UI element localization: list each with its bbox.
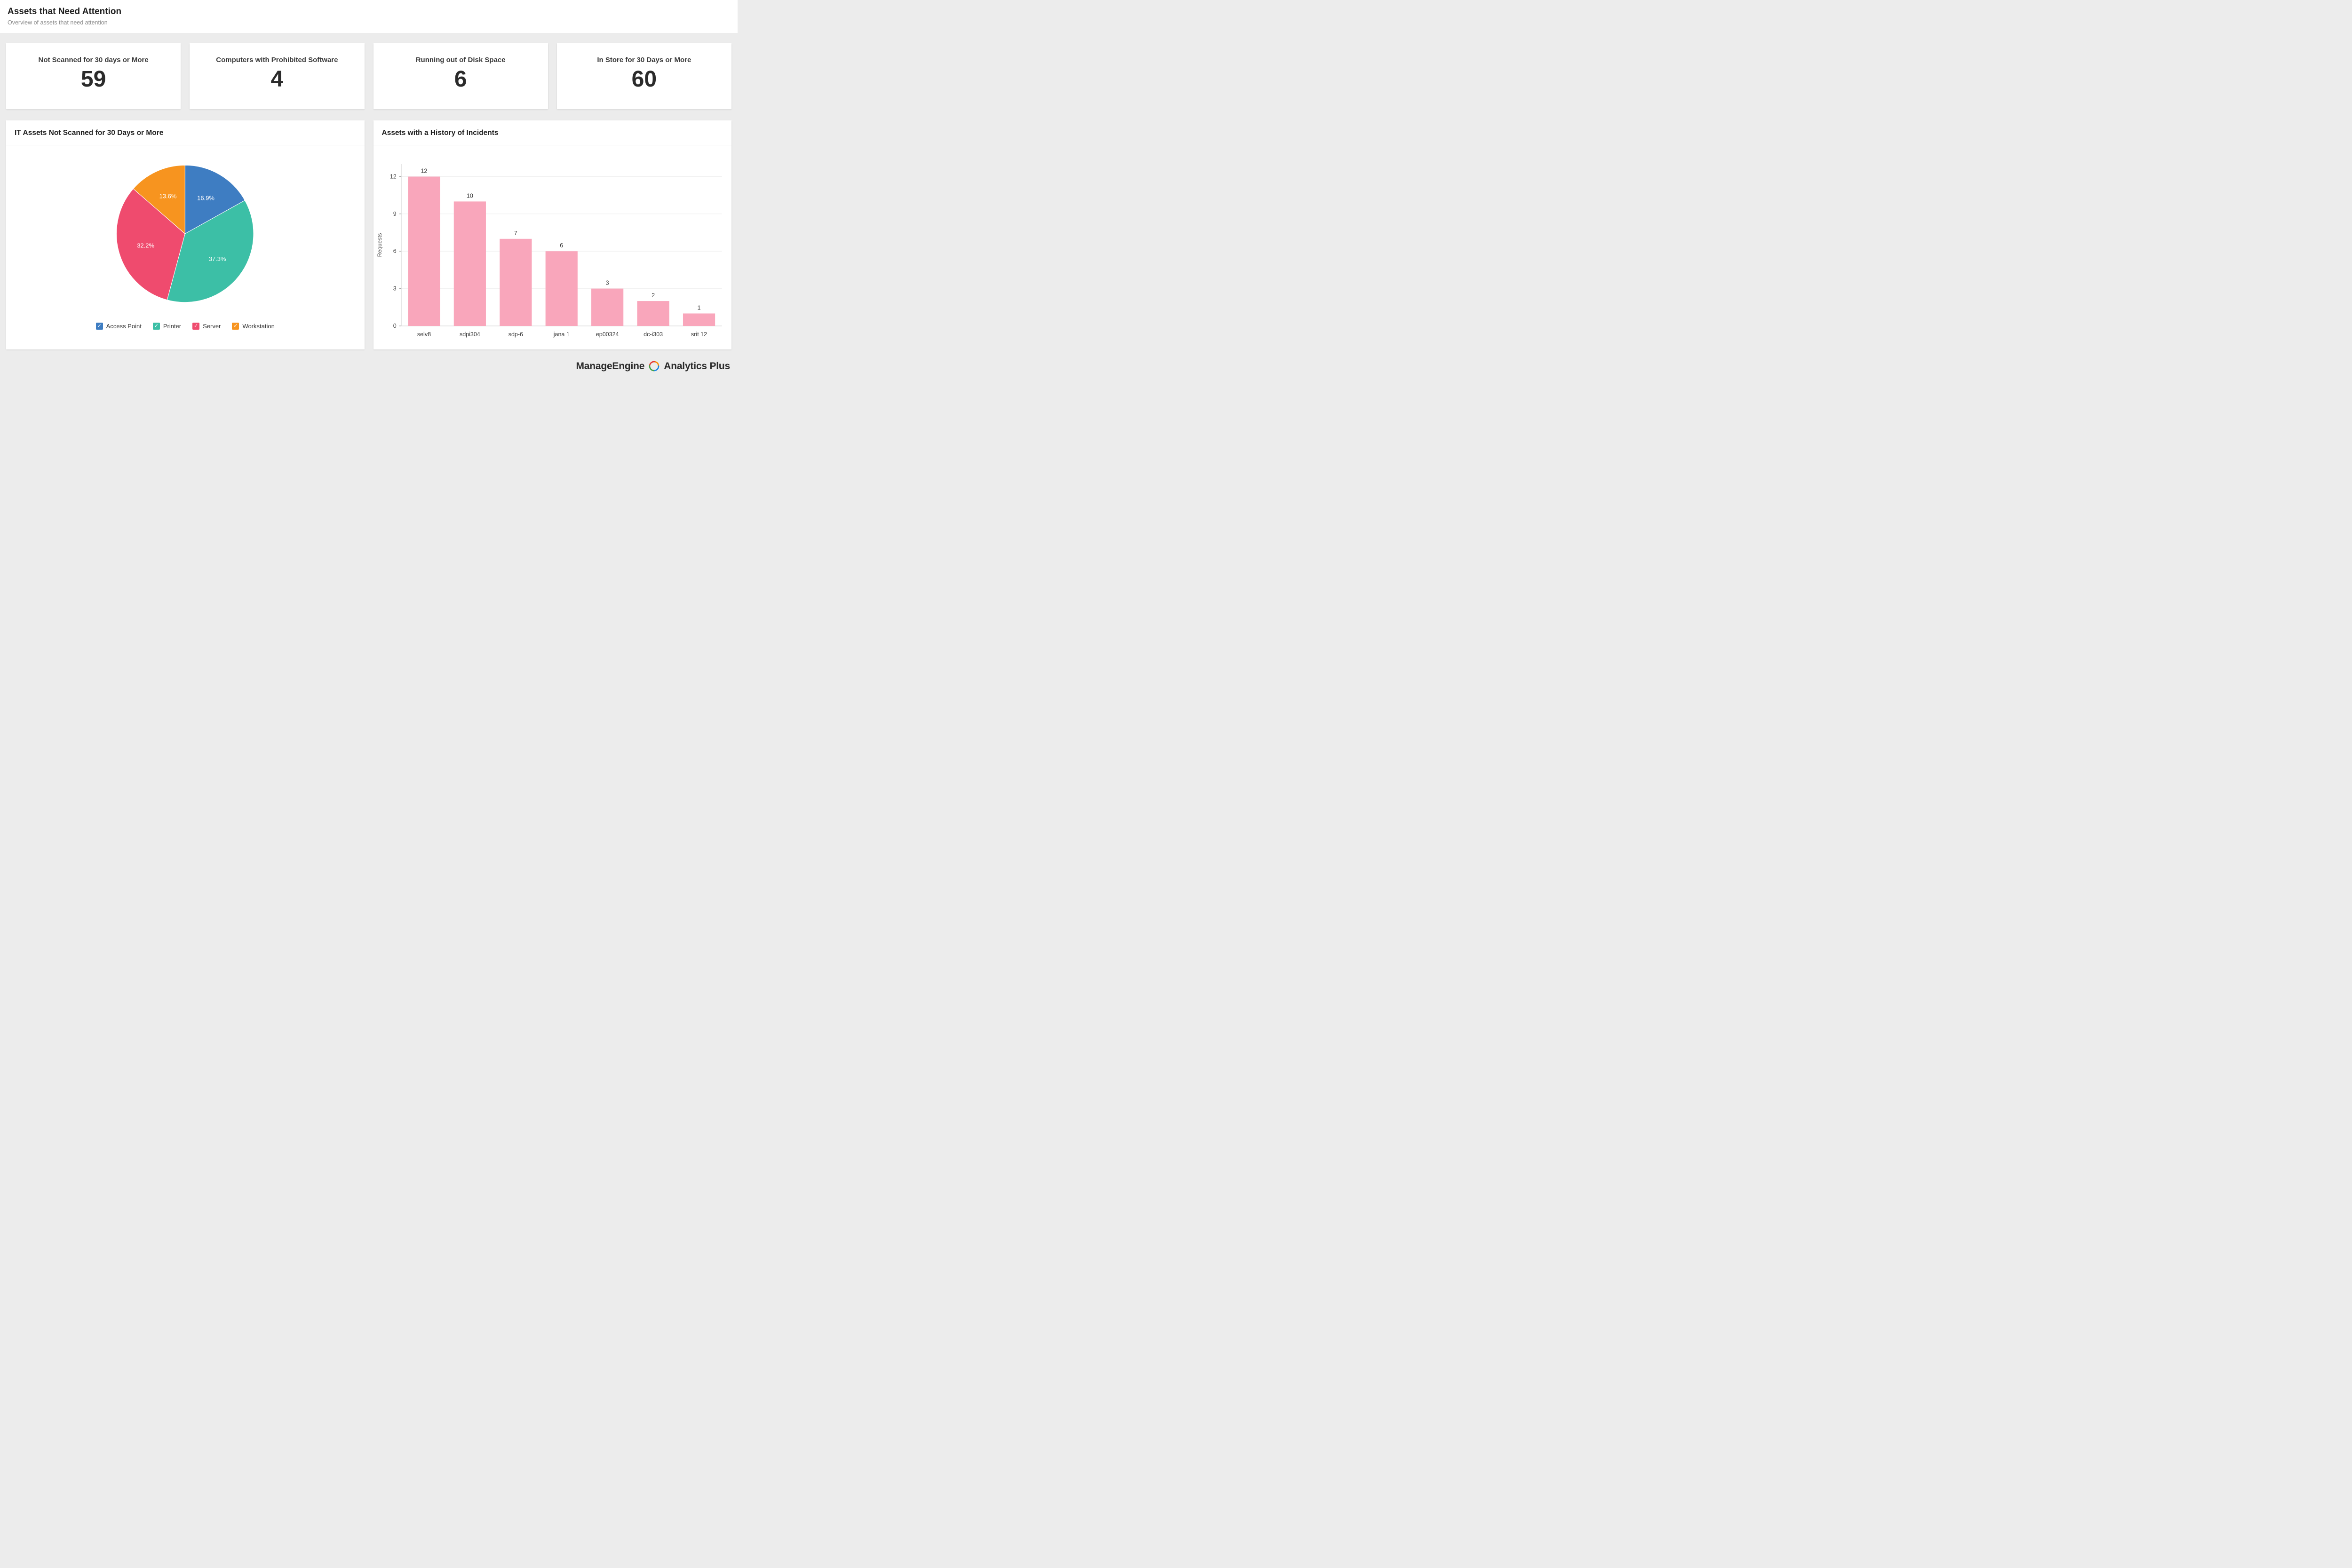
pie-slice-value-label: 16.9%	[197, 195, 215, 202]
x-category-label: sdp-6	[508, 331, 523, 338]
analytics-plus-wordmark: Analytics Plus	[664, 360, 730, 372]
bar-srit-12[interactable]	[683, 313, 715, 326]
kpi-label: Not Scanned for 30 days or More	[38, 56, 149, 64]
y-tick-label: 6	[393, 248, 396, 254]
legend-checkbox[interactable]: ✓	[192, 323, 200, 330]
bar-value-label: 1	[697, 305, 700, 311]
bar-panel: Assets with a History of Incidents 0 3 6 9 1…	[373, 120, 732, 349]
pie-slice-server[interactable]	[116, 188, 185, 301]
bar-value-label: 7	[514, 230, 517, 237]
bar-value-label: 2	[652, 292, 655, 299]
legend-checkbox[interactable]: ✓	[152, 323, 160, 330]
bar-jana-1[interactable]	[545, 251, 578, 326]
x-category-label: selv8	[417, 331, 430, 338]
page-title: Assets that Need Attention	[8, 7, 122, 16]
kpi-value: 6	[454, 67, 467, 92]
legend-label: Access Point	[106, 323, 142, 330]
dashboard-body: Not Scanned for 30 days or More 59 Compu…	[0, 33, 738, 349]
bar-selv8[interactable]	[407, 176, 440, 326]
pie-slice-printer[interactable]	[167, 200, 254, 303]
bar-value-label: 6	[560, 242, 563, 249]
pie-panel-body: 16.9% 37.3% 32.2% 13.6% ✓ Access Point ✓ Print…	[6, 145, 365, 349]
bar-value-label: 12	[421, 168, 427, 174]
kpi-label: Running out of Disk Space	[415, 56, 506, 64]
legend-label: Workstation	[242, 323, 275, 330]
y-tick-label: 3	[393, 285, 396, 292]
bar-panel-title: Assets with a History of Incidents	[373, 120, 731, 145]
pie-slice-workstation[interactable]	[133, 165, 185, 235]
x-category-label: srit 12	[691, 331, 707, 338]
charts-row: IT Assets Not Scanned for 30 Days or Mor…	[6, 120, 731, 349]
legend-item-workstation[interactable]: ✓ Workstation	[232, 323, 275, 330]
kpi-value: 4	[270, 67, 284, 92]
pie-panel-title: IT Assets Not Scanned for 30 Days or Mor…	[6, 120, 365, 145]
kpi-card-prohibited-software[interactable]: Computers with Prohibited Software 4	[190, 43, 365, 109]
manageengine-swoosh-icon	[649, 361, 660, 372]
manageengine-wordmark: ManageEngine	[576, 360, 645, 372]
kpi-label: Computers with Prohibited Software	[216, 56, 338, 64]
y-tick-label: 12	[389, 174, 396, 180]
pie-slice-value-label: 32.2%	[137, 242, 154, 249]
legend-checkbox[interactable]: ✓	[95, 323, 103, 330]
bar-dc-i303[interactable]	[637, 301, 669, 326]
y-axis-title: Requests	[376, 233, 382, 257]
pie-slice-value-label: 37.3%	[209, 255, 226, 262]
x-category-label: jana 1	[553, 331, 569, 338]
kpi-card-in-store[interactable]: In Store for 30 Days or More 60	[556, 43, 731, 109]
legend-item-server[interactable]: ✓ Server	[192, 323, 221, 330]
bar-sdpi304[interactable]	[453, 201, 486, 326]
kpi-row: Not Scanned for 30 days or More 59 Compu…	[6, 43, 731, 109]
y-tick-label: 0	[393, 323, 396, 329]
x-category-label: sdpi304	[459, 331, 480, 338]
x-category-label: ep00324	[596, 331, 619, 338]
kpi-card-disk-space[interactable]: Running out of Disk Space 6	[373, 43, 548, 109]
x-category-label: dc-i303	[644, 331, 663, 338]
bar-panel-body: 0 3 6 9 12 12 selv8 10 sdpi304 7 sdp-6 6 jana 1 3 ep00…	[373, 145, 732, 349]
legend-label: Server	[203, 323, 221, 330]
legend-checkbox[interactable]: ✓	[232, 323, 239, 330]
bar-value-label: 3	[605, 280, 609, 286]
bar-value-label: 10	[466, 192, 473, 199]
pie-panel: IT Assets Not Scanned for 30 Days or Mor…	[6, 120, 365, 349]
legend-item-access-point[interactable]: ✓ Access Point	[95, 323, 142, 330]
y-tick-label: 9	[393, 211, 396, 217]
page-header: Assets that Need Attention Overview of a…	[0, 0, 738, 33]
pie-legend: ✓ Access Point ✓ Printer ✓ Server ✓ Workstation	[95, 323, 275, 330]
legend-label: Printer	[163, 323, 182, 330]
kpi-value: 59	[80, 67, 106, 92]
legend-item-printer[interactable]: ✓ Printer	[152, 323, 182, 330]
pie-chart: 16.9% 37.3% 32.2% 13.6%	[116, 165, 254, 303]
bar-ep00324[interactable]	[591, 288, 623, 326]
kpi-card-not-scanned[interactable]: Not Scanned for 30 days or More 59	[6, 43, 181, 109]
kpi-value: 60	[631, 67, 657, 92]
bar-sdp-6[interactable]	[499, 238, 532, 326]
footer-branding: ManageEngine Analytics Plus	[0, 349, 738, 381]
kpi-label: In Store for 30 Days or More	[597, 56, 691, 64]
pie-slice-value-label: 13.6%	[159, 192, 177, 199]
pie-slice-access-point[interactable]	[184, 165, 246, 234]
page-subtitle: Overview of assets that need attention	[8, 19, 108, 26]
